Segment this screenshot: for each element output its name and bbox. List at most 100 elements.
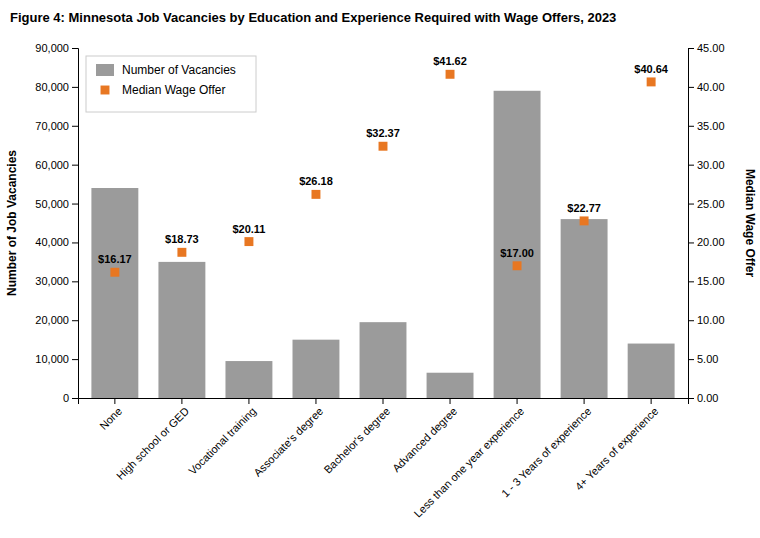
data-label: $26.18: [299, 175, 333, 187]
tick-label: 70,000: [35, 120, 69, 132]
data-label: $20.11: [232, 223, 265, 235]
tick-mark: [248, 398, 249, 404]
tick: 0: [63, 392, 78, 404]
bar: [427, 373, 474, 398]
tick-mark: [181, 398, 182, 404]
tick-label: 5.00: [697, 353, 718, 365]
tick-mark: [688, 87, 694, 88]
tick: 70,000: [35, 120, 78, 132]
tick-mark: [72, 204, 78, 205]
tick-mark: [688, 126, 694, 127]
tick-label: 35.00: [697, 120, 725, 132]
tick-mark: [688, 320, 694, 321]
tick-mark: [72, 242, 78, 243]
tick-label: 80,000: [35, 81, 69, 93]
tick: 30,000: [35, 275, 78, 287]
tick: 40,000: [35, 236, 78, 248]
tick-label: 15.00: [697, 275, 725, 287]
tick-mark: [450, 398, 451, 404]
point: [647, 77, 656, 86]
tick-mark: [651, 398, 652, 404]
point: [177, 248, 186, 257]
tick-label: Associate's degree: [251, 405, 325, 479]
legend-box: [86, 56, 256, 112]
data-label: $18.73: [165, 233, 199, 245]
tick-mark: [383, 398, 384, 404]
tick-label: None: [97, 405, 124, 432]
tick-label: Advanced degree: [390, 405, 459, 474]
tick-mark: [688, 48, 694, 49]
tick-mark: [315, 398, 316, 404]
point: [379, 142, 388, 151]
tick-mark: [584, 398, 585, 404]
tick: 20.00: [688, 236, 725, 248]
legend-item: Number of Vacancies: [96, 63, 236, 77]
tick-label: 0: [63, 392, 69, 404]
tick: 5.00: [688, 353, 718, 365]
bar: [628, 344, 675, 398]
tick-label: 90,000: [35, 42, 69, 54]
bar: [225, 361, 272, 398]
tick: 25.00: [688, 198, 725, 210]
tick-mark: [688, 281, 694, 282]
tick-label: 40,000: [35, 236, 69, 248]
data-labels: $16.17 $18.73 $20.11 $26.18 $32.37 $41.62 $17.…: [98, 55, 669, 265]
bar: [293, 340, 340, 398]
tick: Vocational training: [186, 398, 258, 477]
bar: [158, 262, 205, 398]
data-label: $40.64: [634, 63, 669, 75]
point: [513, 261, 522, 270]
tick-label: High school or GED: [114, 405, 191, 482]
tick-label: 30,000: [35, 275, 69, 287]
tick-mark: [72, 126, 78, 127]
tick-mark: [72, 87, 78, 88]
marks: [91, 70, 674, 398]
y-axis-title: Number of Job Vacancies: [5, 150, 19, 296]
tick-mark: [688, 204, 694, 205]
legend-swatch: [96, 64, 114, 76]
point: [311, 190, 320, 199]
data-label: $16.17: [98, 253, 132, 265]
tick: 10.00: [688, 314, 725, 326]
legend-item: Median Wage Offer: [101, 83, 226, 97]
data-label: $41.62: [433, 55, 467, 67]
tick-label: 0.00: [697, 392, 718, 404]
tick-mark: [72, 48, 78, 49]
tick: 40.00: [688, 81, 725, 93]
tick-mark: [72, 398, 78, 399]
y2-axis: 0.00 5.00 10.00 15.00 20.00 25.00 30.00 35.00 40…: [688, 42, 725, 404]
tick: 4+ Years of experience: [573, 398, 661, 493]
tick: Advanced degree: [390, 398, 459, 474]
tick: High school or GED: [114, 398, 191, 482]
tick: 50,000: [35, 198, 78, 210]
tick: 30.00: [688, 159, 725, 171]
tick-mark: [688, 242, 694, 243]
tick-label: 60,000: [35, 159, 69, 171]
tick: None: [97, 398, 124, 432]
tick: 90,000: [35, 42, 78, 54]
tick-label: 45.00: [697, 42, 725, 54]
tick: Associate's degree: [251, 398, 325, 479]
tick-mark: [72, 281, 78, 282]
legend: Number of Vacancies Median Wage Offer: [86, 56, 256, 112]
tick-mark: [72, 359, 78, 360]
tick-label: 10.00: [697, 314, 725, 326]
tick: 20,000: [35, 314, 78, 326]
tick-label: 10,000: [35, 353, 69, 365]
point: [580, 216, 589, 225]
tick: Bachelor's degree: [321, 398, 392, 476]
legend-label: Median Wage Offer: [122, 83, 225, 97]
tick: 80,000: [35, 81, 78, 93]
tick-label: 40.00: [697, 81, 725, 93]
chart: Figure 4: Minnesota Job Vacancies by Edu…: [0, 0, 760, 538]
tick: 15.00: [688, 275, 725, 287]
tick: 0.00: [688, 392, 718, 404]
tick-label: 30.00: [697, 159, 725, 171]
tick: Less than one year experience: [412, 398, 527, 520]
tick-label: 50,000: [35, 198, 69, 210]
data-label: $22.77: [567, 202, 601, 214]
bar: [561, 219, 608, 398]
bar: [494, 91, 541, 398]
data-label: $17.00: [500, 247, 534, 259]
data-label: $32.37: [366, 127, 400, 139]
